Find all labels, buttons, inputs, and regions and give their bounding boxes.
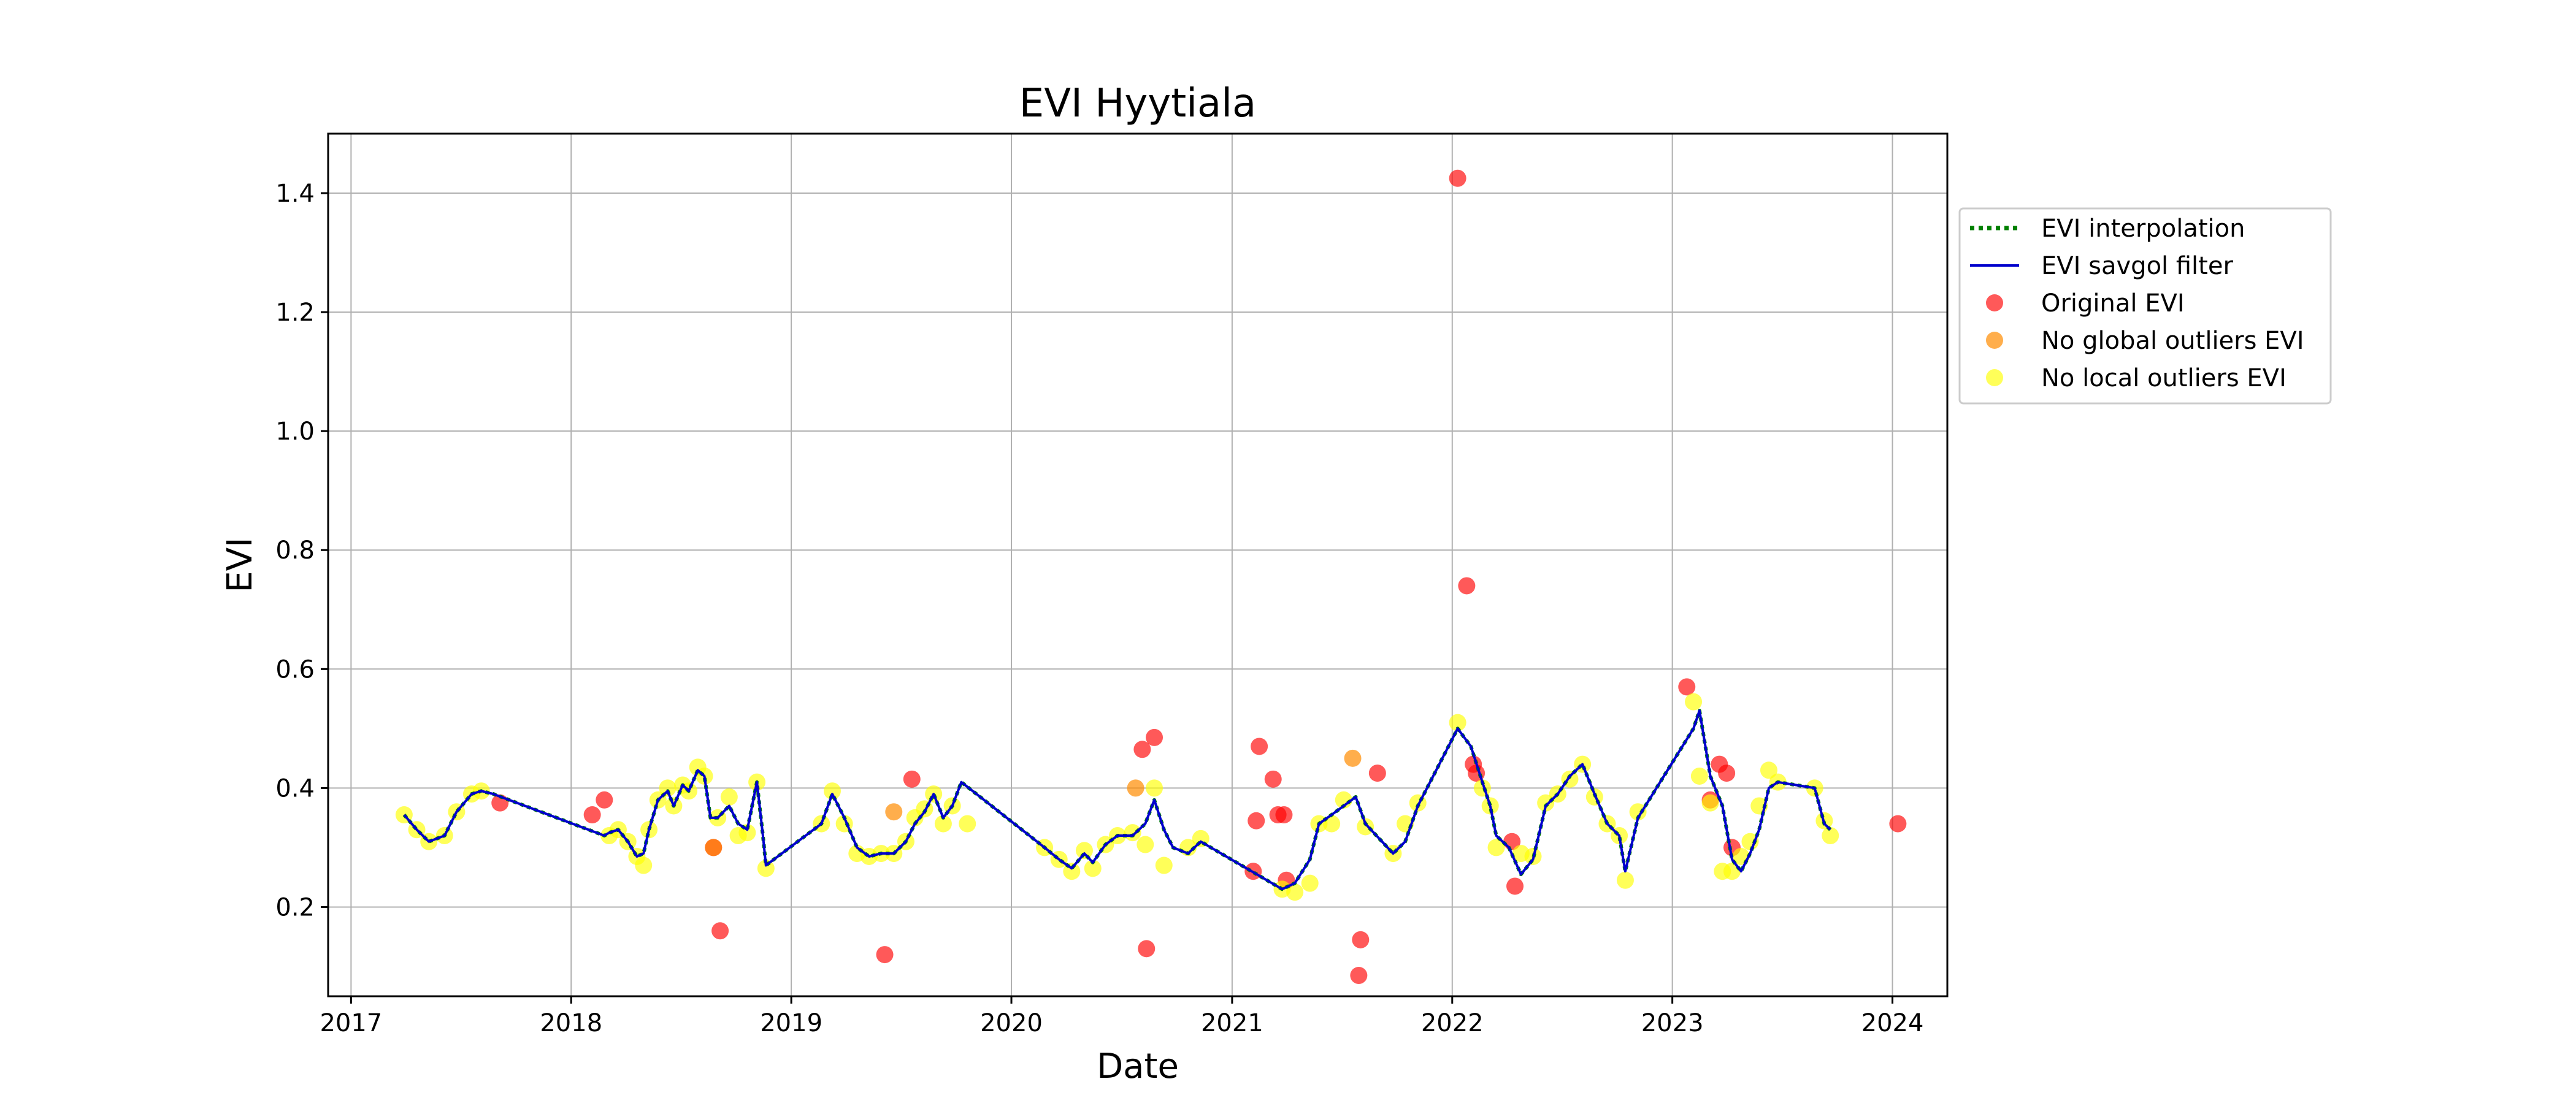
no-local-outliers-point [1286,883,1304,901]
x-axis-label: Date [1097,1047,1179,1086]
no-local-outliers-point [1690,767,1708,785]
no-local-outliers-point [1084,860,1102,877]
legend-interpolation-label: EVI interpolation [2041,215,2245,243]
no-global-outliers-point [885,803,903,821]
original-evi-point [1352,931,1370,948]
no-local-outliers-point [1701,794,1719,812]
original-evi-point [1718,765,1736,782]
no-local-outliers-point [1822,827,1839,845]
x-tick-label: 2023 [1641,1009,1704,1037]
original-evi-point [903,770,921,788]
no-global-outliers-point [1127,779,1144,797]
y-tick-label: 0.6 [275,655,315,684]
no-local-outliers-point [1301,874,1319,892]
no-local-outliers-point [959,815,976,833]
no-local-outliers-point [1616,871,1634,889]
chart-title: EVI Hyytiala [1019,81,1256,126]
original-evi-point [1458,577,1476,595]
x-tick-label: 2024 [1861,1009,1924,1037]
no-global-outliers-point [705,839,723,856]
no-local-outliers-point [1124,824,1141,842]
original-evi-point [596,791,613,809]
no-global-outliers-point [1344,749,1362,767]
no-local-outliers-point [1155,856,1173,874]
no-local-outliers-point [1137,836,1154,853]
savgol-filter-line [403,709,1831,891]
original-evi-point [711,922,729,940]
no-local-outliers-point [1487,839,1505,856]
original-evi-point [1275,806,1293,824]
no-local-outliers-point [1449,714,1466,731]
original-evi-point [1146,728,1163,746]
y-tick-label: 0.4 [275,774,315,803]
no-local-outliers-point [1146,779,1163,797]
legend-savgol-label: EVI savgol filter [2041,252,2233,280]
no-local-outliers-point [1741,833,1759,850]
no-local-outliers-point [1075,842,1093,860]
y-tick-label: 0.2 [275,893,315,921]
no-local-outliers-point [823,782,841,800]
no-local-outliers-point [1537,794,1555,812]
no-local-outliers-point [1760,761,1777,779]
no-local-outliers-point [916,800,933,818]
legend-no-local-handle [1986,369,2003,386]
y-tick-label: 1.0 [275,418,315,446]
legend-original-label: Original EVI [2041,289,2185,318]
x-tick-label: 2019 [760,1009,822,1037]
legend-no-global-handle [1986,332,2003,349]
original-evi-point [1506,877,1524,895]
x-tick-label: 2021 [1201,1009,1263,1037]
plot-series [395,169,1907,985]
legend-no-local-label: No local outliers EVI [2041,364,2287,392]
y-axis-label: EVI [220,537,260,592]
original-evi-point [1251,738,1268,755]
original-evi-point [1678,678,1696,696]
x-tick-label: 2018 [540,1009,602,1037]
original-evi-point [1248,812,1265,830]
legend-no-global-label: No global outliers EVI [2041,327,2304,355]
no-local-outliers-point [1629,803,1647,821]
grid [328,134,1947,996]
original-evi-point [1368,765,1386,782]
y-tick-label: 1.2 [275,299,315,327]
original-evi-point [1264,770,1282,788]
y-tick-label: 1.4 [275,180,315,208]
no-local-outliers-point [720,788,738,806]
x-tick-label: 2020 [980,1009,1043,1037]
plot-frame [327,132,1949,997]
original-evi-point [876,946,894,964]
original-evi-point [1449,169,1466,187]
original-evi-point [1350,967,1368,985]
no-local-outliers-point [659,779,677,797]
no-local-outliers-point [934,815,952,833]
x-tick-label: 2017 [320,1009,382,1037]
legend-original-handle [1986,294,2003,311]
axes: 2017 2018 2019 2020 2021 2022 2023 2024 0.2 0.4 0.… [275,180,1923,1037]
no-local-outliers-point [635,856,653,874]
x-tick-label: 2022 [1421,1009,1484,1037]
original-evi-point [1889,815,1907,833]
y-tick-label: 0.8 [275,536,315,565]
original-evi-point [583,806,601,824]
legend: EVI interpolation EVI savgol filter Origin… [1958,207,2332,405]
no-local-outliers-point [1685,693,1703,711]
original-evi-point [1138,940,1156,958]
legend-box [1958,207,2332,405]
original-evi-point [1133,741,1151,758]
